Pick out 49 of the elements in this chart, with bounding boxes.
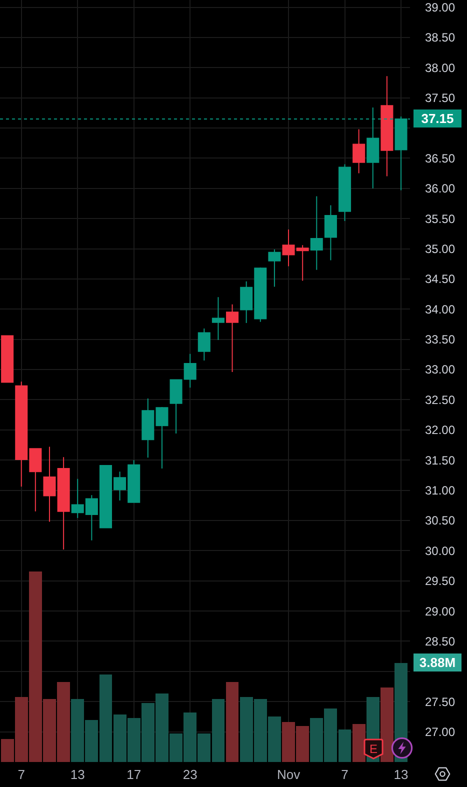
- text: 3.88M: [419, 655, 456, 670]
- y-tick-label: 39.00: [425, 0, 456, 14]
- x-tick-label: 23: [182, 767, 198, 782]
- y-tick-label: 33.50: [425, 332, 456, 347]
- y-tick-label: 38.50: [425, 30, 456, 45]
- candlestick: [380, 76, 394, 177]
- x-tick-label: 13: [70, 767, 85, 782]
- y-tick-label: 28.50: [425, 634, 456, 648]
- x-tick-label: 13: [394, 767, 408, 782]
- bar: [226, 682, 239, 762]
- ref-line-label: 37.15: [421, 111, 454, 126]
- y-tick-label: 27.00: [425, 725, 456, 740]
- y-tick-label: 31.50: [425, 453, 456, 468]
- y-tick-label: 38.00: [425, 60, 456, 75]
- candlestick: [170, 379, 182, 434]
- bar: [352, 724, 366, 762]
- y-tick-label: 32.50: [425, 392, 456, 407]
- y-tick-label: 30.50: [425, 514, 456, 528]
- y-tick-label: 31.00: [425, 483, 456, 498]
- candlestick: [226, 304, 239, 372]
- candlestick: [1, 335, 14, 383]
- candlestick: [310, 196, 323, 270]
- candlestick: [212, 296, 224, 340]
- candlestick: [184, 353, 196, 388]
- y-tick-label: 37.50: [425, 91, 456, 106]
- y-tick-label: 29.50: [425, 574, 456, 588]
- y-tick-label: 29.00: [425, 604, 456, 618]
- candlestick: [324, 204, 337, 261]
- y-tick-label: 34.00: [425, 302, 456, 316]
- x-tick-label: 7: [18, 767, 25, 782]
- y-tick-label: 27.50: [425, 694, 456, 709]
- shield-icon: E: [363, 738, 384, 760]
- candlestick: [338, 164, 352, 222]
- bar: [380, 688, 394, 762]
- x-tick-label: 17: [126, 767, 142, 782]
- x-tick-label: Nov: [276, 767, 301, 782]
- y-tick-label: 35.00: [425, 242, 456, 256]
- y-tick-label: 32.00: [425, 423, 456, 438]
- candlestick: [352, 128, 366, 174]
- candlestick: [198, 328, 210, 361]
- y-tick-label: 33.00: [425, 362, 456, 377]
- x-tick-label: 7: [341, 767, 348, 782]
- y-tick-label: 36.50: [425, 151, 456, 166]
- y-tick-label: 35.50: [425, 212, 456, 226]
- y-tick-label: 30.00: [425, 544, 456, 558]
- y-tick-label: 34.50: [425, 272, 456, 286]
- candlestick: [268, 248, 281, 288]
- annotation: E: [369, 742, 378, 756]
- y-tick-label: 36.00: [425, 182, 456, 196]
